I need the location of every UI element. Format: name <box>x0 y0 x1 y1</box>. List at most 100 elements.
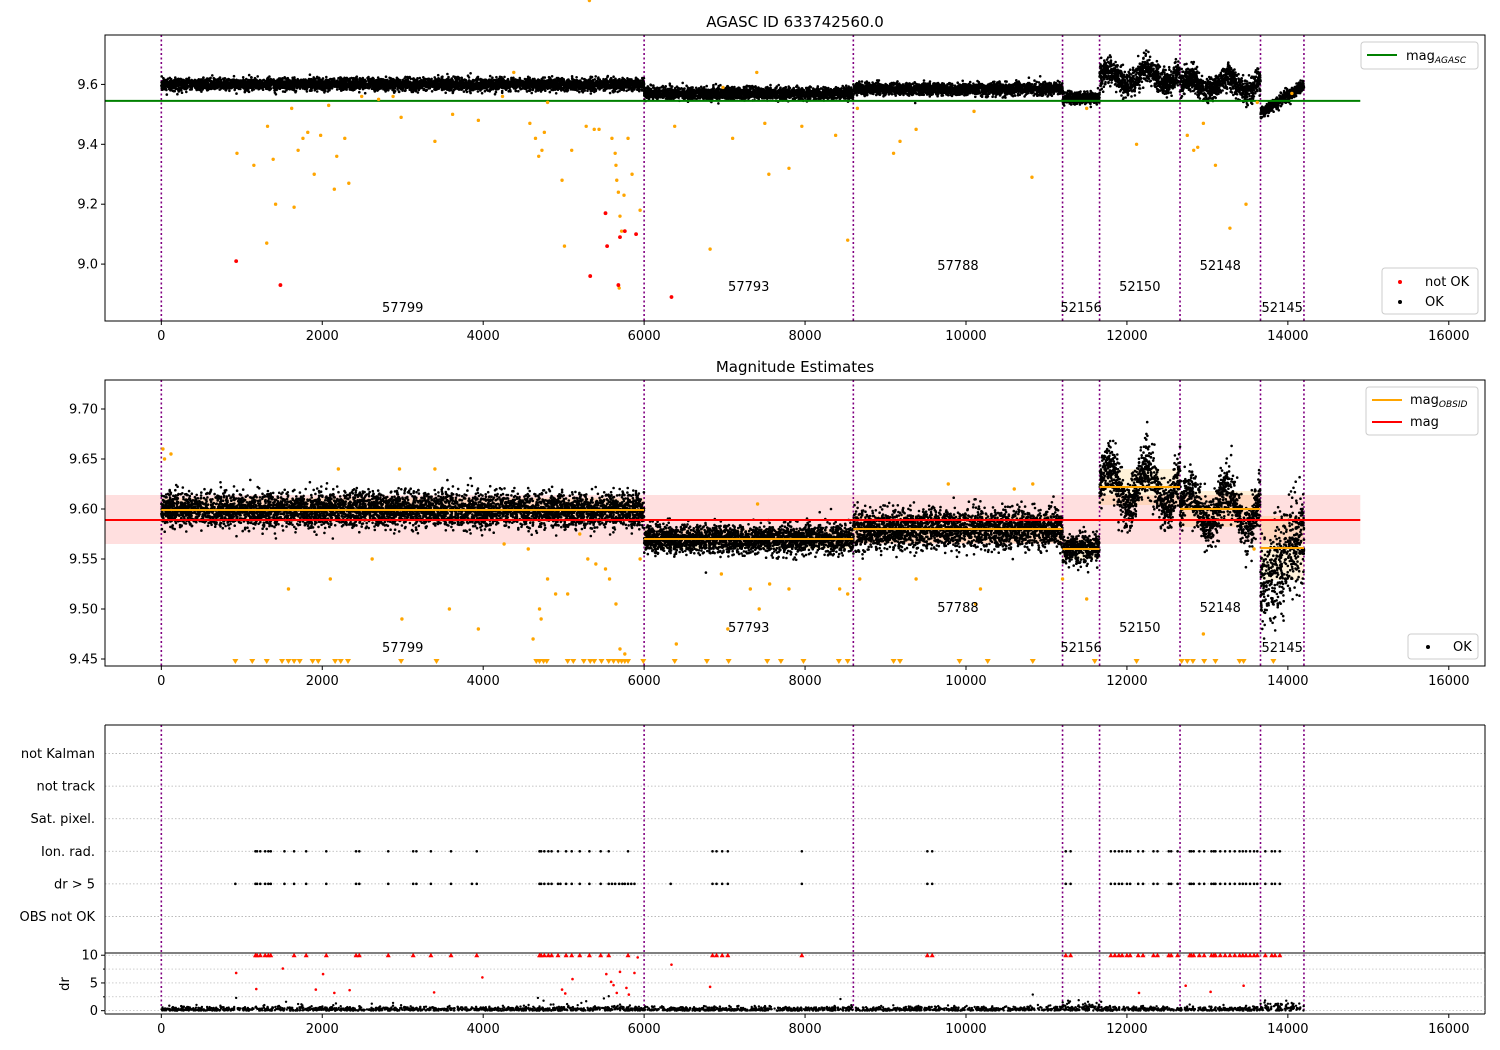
top-ok-point <box>564 83 567 86</box>
top-ok-point <box>187 80 190 83</box>
top-ok-point <box>356 75 359 78</box>
top-ok-point <box>450 80 453 83</box>
top-ok-point <box>364 92 367 95</box>
top-ok-point <box>185 91 188 94</box>
top-ok-point <box>456 81 459 84</box>
top-ok-point <box>425 89 428 92</box>
top-ok-point <box>638 80 641 83</box>
top-ok-point <box>555 92 558 95</box>
top-ok-point <box>463 90 466 93</box>
top-ok-point <box>417 91 420 94</box>
top-ok-point <box>444 92 447 95</box>
top-ok-point <box>314 78 317 81</box>
top-ok-point <box>451 77 454 80</box>
top-ok-point <box>186 78 189 81</box>
top-ok-point <box>248 74 251 77</box>
top-ok-point <box>282 90 285 93</box>
top-ok-point <box>494 93 497 96</box>
top-ok-point <box>160 75 163 78</box>
top-ok-point <box>230 81 233 84</box>
top-ok-point <box>514 89 517 92</box>
top-ok-point <box>321 78 324 81</box>
top-ok-point <box>575 88 578 91</box>
top-ok-point <box>575 76 578 79</box>
top-ok-point <box>235 92 238 95</box>
top-ok-point <box>440 82 443 85</box>
top-ok-point <box>446 84 449 87</box>
top-ok-point <box>643 77 646 80</box>
top-ok-point <box>597 78 600 81</box>
top-ok-point <box>492 82 495 85</box>
top-ok-point <box>552 86 555 89</box>
top-ok-point <box>586 89 589 92</box>
top-ok-point <box>477 90 480 93</box>
top-ok-point <box>232 79 235 82</box>
top-ok-point <box>166 93 169 96</box>
top-ok-point <box>310 87 313 90</box>
top-ok-point <box>533 78 536 81</box>
top-ok-point <box>590 87 593 90</box>
top-ok-point <box>481 92 484 95</box>
top-ok-point <box>517 90 520 93</box>
top-ok-point <box>484 90 487 93</box>
top-ok-point <box>293 76 296 79</box>
top-ok-point <box>485 88 488 91</box>
top-ok-point <box>546 80 549 83</box>
top-ok-point <box>368 84 371 87</box>
top-ok-point <box>423 77 426 80</box>
top-ok-point <box>449 83 452 86</box>
top-ok-point <box>613 87 616 90</box>
top-ok-point <box>554 80 557 83</box>
top-ok-point <box>306 90 309 93</box>
top-ok-point <box>418 89 421 92</box>
top-ok-point <box>445 79 448 82</box>
top-ok-point <box>162 83 165 86</box>
top-ok-point <box>412 91 415 94</box>
top-ok-point <box>446 73 449 76</box>
top-ok-point <box>394 90 397 93</box>
top-ok-point <box>273 79 276 82</box>
top-ok-point <box>339 84 342 87</box>
top-ok-point <box>262 88 265 91</box>
top-ok-point <box>374 83 377 86</box>
top-ok-point <box>239 88 242 91</box>
top-ok-point <box>551 75 554 78</box>
top-ok-point <box>353 83 356 86</box>
top-ok-point <box>636 89 639 92</box>
top-ok-point <box>613 89 616 92</box>
top-ok-point <box>467 80 470 83</box>
top-ok-point <box>567 86 570 89</box>
top-ok-point <box>336 88 339 91</box>
top-ok-point <box>488 79 491 82</box>
top-ok-point <box>191 86 194 89</box>
top-ok-point <box>218 88 221 91</box>
top-ok-point <box>550 79 553 82</box>
top-ok-point <box>437 77 440 80</box>
top-ok-point <box>344 88 347 91</box>
top-ok-point <box>385 75 388 78</box>
top-ok-point <box>337 77 340 80</box>
top-ok-point <box>594 75 597 78</box>
top-ok-point <box>248 91 251 94</box>
top-ok-point <box>604 89 607 92</box>
top-ok-point <box>180 89 183 92</box>
top-ok-point <box>378 86 381 89</box>
top-ok-point <box>398 91 401 94</box>
top-ok-point <box>633 88 636 91</box>
top-ok-point <box>309 73 312 76</box>
top-ok-point <box>501 90 504 93</box>
top-ok-point <box>291 88 294 91</box>
top-ok-point <box>242 76 245 79</box>
top-ok-point <box>206 77 209 80</box>
top-ok-point <box>625 90 628 93</box>
top-ok-point <box>432 81 435 84</box>
top-ok-point <box>390 77 393 80</box>
top-ok-point <box>165 79 168 82</box>
top-ok-point <box>233 75 236 78</box>
top-ok-point <box>528 82 531 85</box>
top-ok-point <box>396 88 399 91</box>
top-ok-point <box>362 88 365 91</box>
top-ok-point <box>364 79 367 82</box>
top-ok-point <box>164 88 167 91</box>
